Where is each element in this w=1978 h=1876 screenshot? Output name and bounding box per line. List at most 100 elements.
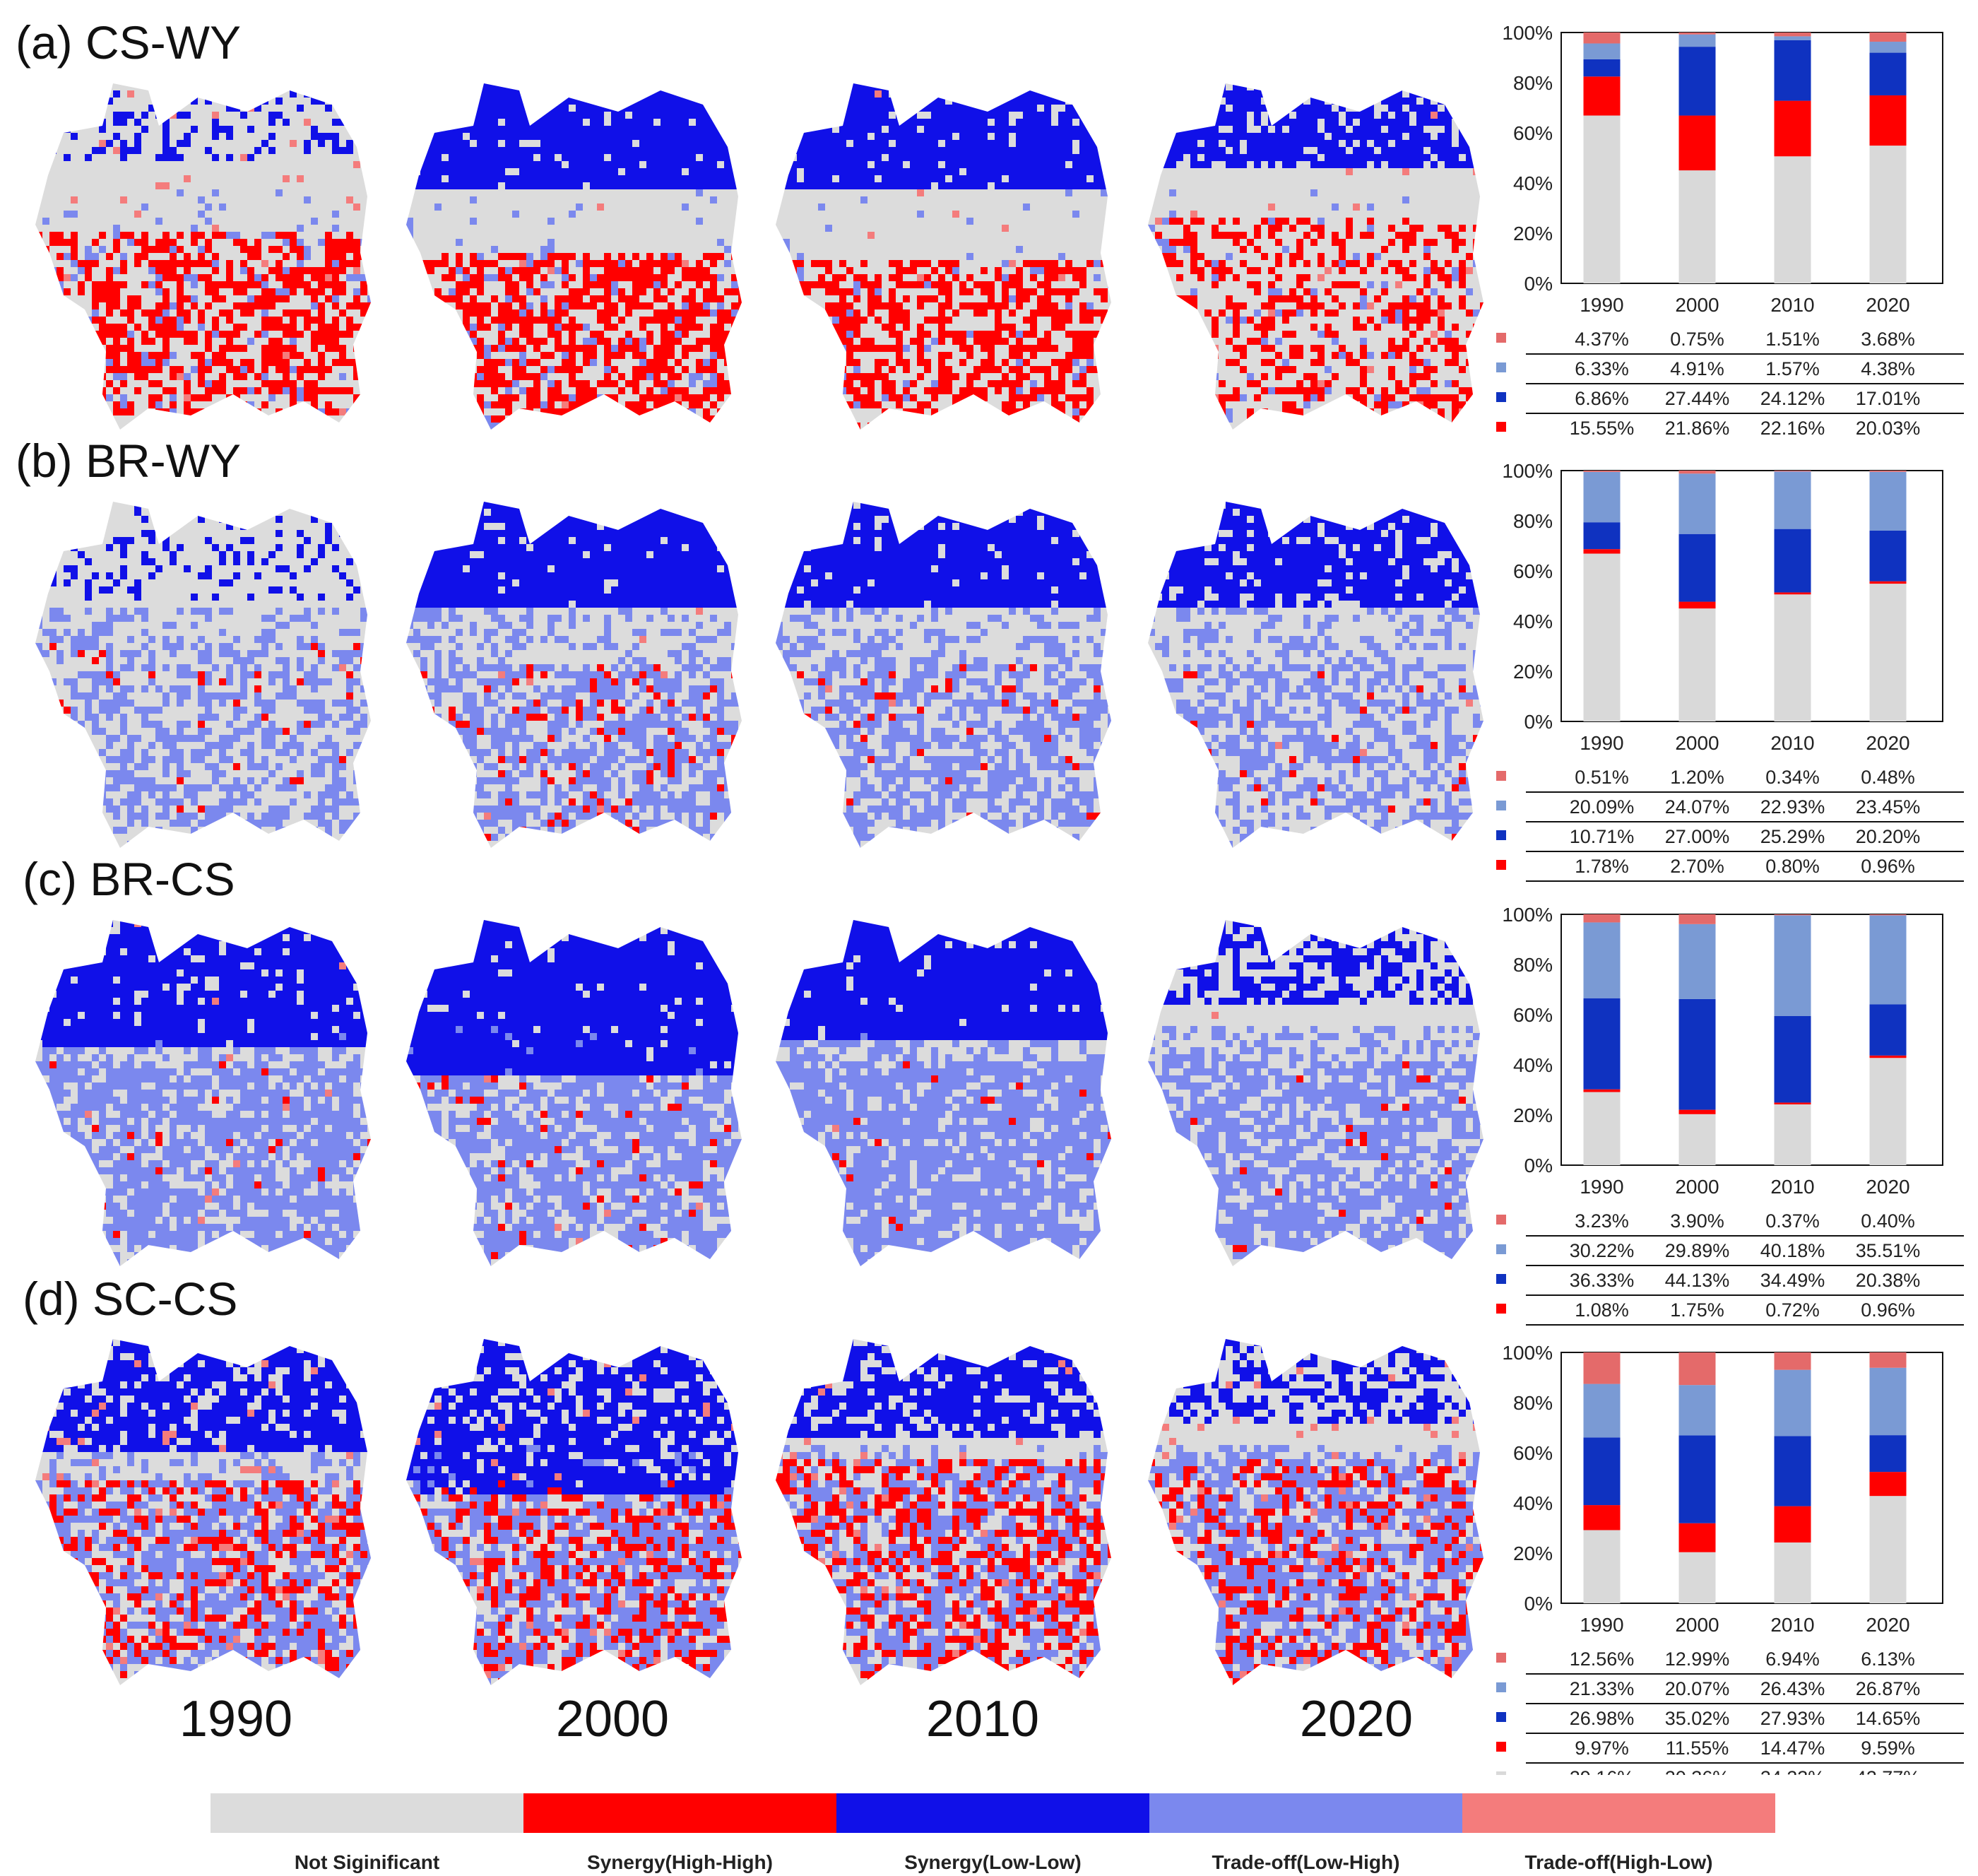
table-cell: 6.86% (1575, 388, 1629, 409)
table-cell: 24.12% (1760, 388, 1825, 409)
map-dsc-cs-1990 (35, 1339, 374, 1692)
table-cell: 20.09% (1570, 796, 1635, 818)
bar-segment-tradeoff_hl-2000 (1678, 33, 1716, 35)
table-cell: 9.97% (1575, 1738, 1629, 1759)
bar-segment-tradeoff_hl-1990 (1583, 914, 1621, 923)
x-tick-label: 2000 (1675, 1614, 1719, 1636)
table-legend-swatch-synergy_ll (1496, 1712, 1506, 1722)
x-tick-label: 2020 (1866, 732, 1909, 754)
table-cell: 22.93% (1760, 796, 1825, 818)
y-tick-label: 80% (1513, 72, 1553, 94)
table-cell: 1.20% (1670, 767, 1724, 788)
y-tick-label: 60% (1513, 560, 1553, 582)
x-tick-label: 2010 (1770, 732, 1814, 754)
table-cell: 6.13% (1861, 1648, 1915, 1670)
bar-segment-not_significant-2000 (1678, 1114, 1716, 1165)
bar-segment-tradeoff_lh-1990 (1583, 1384, 1621, 1438)
table-cell: 4.91% (1670, 358, 1724, 379)
bar-segment-synergy_hh-2020 (1869, 1055, 1907, 1058)
bar-segment-synergy_ll-1990 (1583, 1437, 1621, 1506)
bar-segment-tradeoff_hl-2020 (1869, 32, 1907, 42)
legend-label-synergy_hh: Synergy(High-High) (532, 1851, 829, 1874)
x-tick-label: 1990 (1580, 294, 1623, 316)
bar-segment-tradeoff_lh-2000 (1678, 34, 1716, 47)
bar-segment-tradeoff_lh-2000 (1678, 924, 1716, 999)
panel-title-c: (c) BR-CS (23, 852, 235, 906)
bar-segment-not_significant-2020 (1869, 1058, 1907, 1165)
map-acs-wy-2010 (776, 83, 1115, 437)
legend-swatch-tradeoff_hl (1462, 1793, 1775, 1833)
bar-segment-synergy_hh-2020 (1869, 1472, 1907, 1497)
table-legend-swatch-tradeoff_hl (1496, 771, 1506, 781)
y-tick-label: 100% (1502, 460, 1553, 482)
map-bbr-wy-1990 (35, 502, 374, 855)
y-tick-label: 40% (1513, 172, 1553, 194)
bar-segment-synergy_ll-2020 (1869, 52, 1907, 95)
x-tick-label: 2010 (1770, 294, 1814, 316)
table-cell: 0.48% (1861, 767, 1915, 788)
y-tick-label: 80% (1513, 954, 1553, 976)
y-tick-label: 0% (1524, 1155, 1553, 1176)
table-cell: 12.99% (1665, 1648, 1730, 1670)
bar-segment-tradeoff_lh-2020 (1869, 1367, 1907, 1436)
map-cbr-cs-2010 (776, 920, 1115, 1273)
table-cell: 10.71% (1570, 826, 1635, 847)
table-cell: 27.00% (1665, 826, 1730, 847)
x-tick-label: 2010 (1770, 1614, 1814, 1636)
legend-label-not_significant: Not Siginificant (219, 1851, 516, 1874)
legend-swatch-not_significant (211, 1793, 523, 1833)
table-cell: 0.40% (1861, 1210, 1915, 1232)
x-tick-label: 2010 (1770, 1176, 1814, 1198)
x-tick-label: 1990 (1580, 1614, 1623, 1636)
table-cell: 40.18% (1760, 1240, 1825, 1261)
bar-segment-not_significant-2000 (1678, 608, 1716, 721)
table-cell: 20.36% (1665, 1767, 1730, 1775)
map-bbr-wy-2020 (1148, 502, 1487, 855)
x-tick-label: 2020 (1866, 1614, 1909, 1636)
y-tick-label: 60% (1513, 122, 1553, 144)
stacked-bar-chart-c: 0% 20% 40% 60% 80% 100% 1990 2000 2010 2020 3.23% 3… (1496, 904, 1964, 1331)
table-cell: 0.34% (1765, 767, 1820, 788)
bar-segment-tradeoff_hl-2000 (1678, 914, 1716, 924)
bar-segment-synergy_hh-2010 (1774, 592, 1811, 595)
table-legend-swatch-tradeoff_lh (1496, 1682, 1506, 1692)
table-cell: 30.22% (1570, 1240, 1635, 1261)
table-cell: 21.86% (1665, 418, 1730, 439)
bar-segment-tradeoff_lh-2010 (1774, 915, 1811, 1016)
bar-segment-tradeoff_lh-2020 (1869, 42, 1907, 53)
year-label-1990: 1990 (95, 1690, 377, 1748)
table-legend-swatch-tradeoff_hl (1496, 333, 1506, 343)
table-cell: 29.89% (1665, 1240, 1730, 1261)
legend-label-tradeoff_hl: Trade-off(High-Low) (1471, 1851, 1767, 1874)
table-legend-swatch-synergy_ll (1496, 392, 1506, 402)
bar-segment-tradeoff_lh-1990 (1583, 471, 1621, 523)
table-legend-swatch-not_significant (1496, 1771, 1506, 1775)
bar-segment-tradeoff_hl-1990 (1583, 1352, 1621, 1384)
y-tick-label: 100% (1502, 904, 1553, 926)
table-cell: 14.65% (1856, 1708, 1921, 1729)
bar-segment-not_significant-1990 (1583, 553, 1621, 721)
x-tick-label: 2020 (1866, 294, 1909, 316)
y-tick-label: 80% (1513, 1392, 1553, 1414)
bar-segment-tradeoff_hl-2010 (1774, 33, 1811, 37)
table-cell: 0.37% (1765, 1210, 1820, 1232)
table-cell: 20.03% (1856, 418, 1921, 439)
bar-segment-tradeoff_hl-2000 (1678, 471, 1716, 474)
table-cell: 26.98% (1570, 1708, 1635, 1729)
y-tick-label: 20% (1513, 1104, 1553, 1126)
table-cell: 4.38% (1861, 358, 1915, 379)
stacked-bar-chart-d: 0% 20% 40% 60% 80% 100% 1990 2000 2010 2020 12.56%… (1496, 1342, 1964, 1775)
bar-segment-tradeoff_lh-2020 (1869, 471, 1907, 531)
table-legend-swatch-tradeoff_lh (1496, 1244, 1506, 1254)
bar-segment-tradeoff_lh-2010 (1774, 1369, 1811, 1437)
table-cell: 20.07% (1665, 1678, 1730, 1699)
bar-segment-not_significant-1990 (1583, 1530, 1621, 1603)
map-acs-wy-1990 (35, 83, 374, 437)
table-cell: 9.59% (1861, 1738, 1915, 1759)
bar-segment-synergy_ll-2000 (1678, 998, 1716, 1110)
y-tick-label: 40% (1513, 610, 1553, 632)
year-label-2000: 2000 (471, 1690, 754, 1748)
table-cell: 0.51% (1575, 767, 1629, 788)
map-dsc-cs-2010 (776, 1339, 1115, 1692)
map-dsc-cs-2020 (1148, 1339, 1487, 1692)
